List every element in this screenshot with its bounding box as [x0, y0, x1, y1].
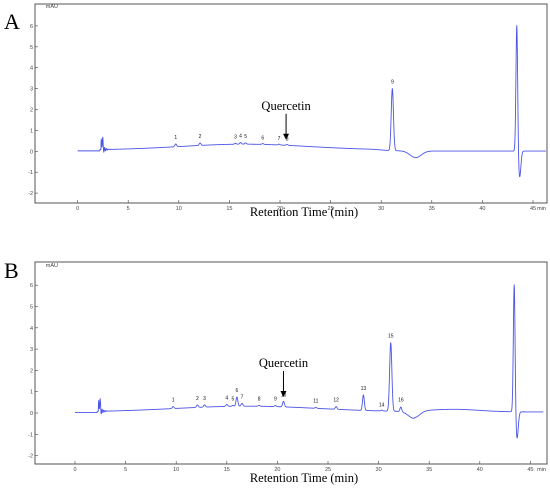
panel-a-x-axis-title: Retention Time (min) [250, 205, 358, 219]
y-tick-label: -1 [28, 432, 33, 438]
peak-label: 3 [203, 396, 206, 402]
panel-b-frame [34, 261, 548, 465]
x-tick-label: 40 [477, 467, 483, 473]
y-tick-label: 2 [30, 368, 33, 374]
panel-a-frame [34, 3, 548, 204]
y-unit-label: mAU [46, 263, 58, 269]
peak-label: 13 [361, 386, 367, 392]
y-tick-label: -2 [28, 454, 33, 460]
x-unit-label: min [537, 206, 546, 212]
peak-label: 7 [241, 394, 244, 400]
y-tick-label: 6 [30, 283, 33, 289]
y-tick-label: 3 [30, 87, 33, 93]
peak-label: 4 [239, 134, 242, 140]
panel-a-letter: A [4, 9, 20, 34]
y-tick-label: 3 [30, 347, 33, 353]
x-tick-label: 25 [328, 206, 334, 212]
peak-label: 5 [244, 134, 247, 140]
panel-b-trace [74, 284, 544, 439]
panel-b-letter: B [4, 258, 19, 283]
y-tick-label: 1 [30, 128, 33, 134]
y-unit-label: mAU [46, 4, 58, 10]
x-tick-label: 5 [124, 467, 127, 473]
x-tick-label: 0 [73, 467, 76, 473]
x-tick-label: 30 [376, 467, 382, 473]
peak-label: 8 [286, 136, 289, 142]
peak-label: 5 [231, 397, 234, 403]
peak-label: 14 [379, 402, 385, 408]
x-tick-label: 30 [378, 206, 384, 212]
y-tick-label: 6 [30, 24, 33, 30]
x-tick-label: 10 [176, 206, 182, 212]
x-tick-label: 45 [530, 206, 536, 212]
peak-label: 1 [174, 135, 177, 141]
peak-label: 12 [333, 398, 339, 404]
peak-label: 7 [278, 136, 281, 142]
y-tick-label: 5 [30, 45, 33, 51]
y-tick-label: 4 [30, 66, 33, 72]
x-tick-label: 0 [76, 206, 79, 212]
panel-b-quercetin-arrowhead [280, 391, 287, 398]
peak-label: 2 [196, 396, 199, 402]
x-tick-label: 5 [127, 206, 130, 212]
panel-a-trace [77, 25, 547, 178]
peak-label: 9 [274, 397, 277, 403]
x-tick-label: 35 [429, 206, 435, 212]
x-unit-label: min [537, 467, 546, 473]
y-tick-label: 2 [30, 108, 33, 114]
peak-label: 2 [199, 134, 202, 140]
peak-label: 9 [391, 80, 394, 86]
peak-label: 1 [172, 398, 175, 404]
peak-label: 3 [234, 134, 237, 140]
y-tick-label: -2 [28, 191, 33, 197]
peak-label: 15 [388, 334, 394, 340]
y-tick-label: 5 [30, 305, 33, 311]
panel-b-quercetin-annotation: Quercetin [259, 356, 309, 370]
peak-label: 6 [236, 388, 239, 394]
x-tick-label: 10 [173, 467, 179, 473]
x-tick-label: 20 [277, 206, 283, 212]
y-tick-label: 1 [30, 390, 33, 396]
peak-label: 11 [313, 399, 318, 405]
x-tick-label: 35 [426, 467, 432, 473]
peak-label: 4 [225, 395, 228, 401]
y-tick-label: -1 [28, 170, 33, 176]
panel-b-x-axis-title: Retention Time (min) [250, 471, 358, 485]
x-tick-label: 15 [226, 206, 232, 212]
y-tick-label: 4 [30, 326, 33, 332]
x-tick-label: 45 [527, 467, 533, 473]
peak-label: 6 [261, 136, 264, 142]
peak-label: 8 [258, 397, 261, 403]
peak-label: 16 [398, 398, 404, 404]
x-tick-label: 25 [325, 467, 331, 473]
x-tick-label: 15 [224, 467, 230, 473]
panel-a-quercetin-arrowhead [283, 133, 290, 140]
x-tick-label: 20 [274, 467, 280, 473]
panel-a-quercetin-annotation: Quercetin [261, 99, 311, 113]
y-tick-label: 0 [30, 149, 33, 155]
x-tick-label: 40 [479, 206, 485, 212]
y-tick-label: 0 [30, 411, 33, 417]
